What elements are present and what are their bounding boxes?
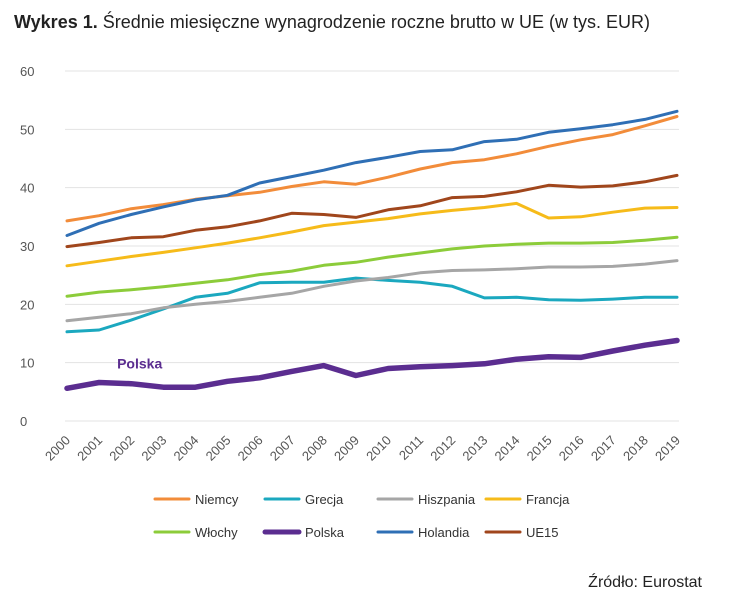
legend-label: UE15 bbox=[526, 525, 559, 540]
legend-item: Polska bbox=[262, 525, 345, 540]
y-tick-label: 40 bbox=[20, 181, 34, 196]
legend-label: Francja bbox=[526, 492, 570, 507]
series-line-włochy bbox=[65, 235, 679, 298]
chart-title: Wykres 1. Średnie miesięczne wynagrodzen… bbox=[14, 12, 650, 33]
x-tick-label: 2017 bbox=[588, 433, 619, 464]
x-tick-label: 2005 bbox=[203, 433, 234, 464]
y-tick-label: 20 bbox=[20, 297, 34, 312]
y-axis: 0 10 20 30 40 50 60 bbox=[20, 64, 34, 429]
y-tick-label: 10 bbox=[20, 356, 34, 371]
y-tick-label: 30 bbox=[20, 239, 34, 254]
x-tick-label: 2016 bbox=[556, 433, 587, 464]
series-line-ue15 bbox=[65, 173, 679, 249]
x-tick-label: 2000 bbox=[42, 433, 73, 464]
chart-title-rest: Średnie miesięczne wynagrodzenie roczne … bbox=[97, 12, 650, 32]
series-line-hiszpania bbox=[65, 259, 679, 323]
x-axis: 2000 2001 2002 2003 2004 2005 2006 2007 2008 2009… bbox=[42, 433, 683, 464]
legend-label: Holandia bbox=[418, 525, 470, 540]
legend-item: Grecja bbox=[263, 492, 344, 507]
x-tick-label: 2004 bbox=[170, 433, 201, 464]
legend-label: Włochy bbox=[195, 525, 238, 540]
x-tick-label: 2014 bbox=[492, 433, 523, 464]
legend-item: Niemcy bbox=[153, 492, 239, 507]
series-line-francja bbox=[65, 201, 679, 268]
x-tick-label: 2010 bbox=[363, 433, 394, 464]
x-tick-label: 2011 bbox=[396, 433, 426, 463]
legend: Niemcy Grecja Hiszpania Francja Włochy Polska… bbox=[153, 492, 570, 540]
chart-title-bold: Wykres 1. bbox=[14, 12, 98, 32]
x-tick-label: 2019 bbox=[652, 433, 683, 464]
x-tick-label: 2018 bbox=[620, 433, 651, 464]
x-tick-label: 2008 bbox=[299, 433, 330, 464]
x-tick-label: 2006 bbox=[235, 433, 266, 464]
legend-item: Francja bbox=[484, 492, 570, 507]
legend-item: UE15 bbox=[484, 525, 559, 540]
x-tick-label: 2012 bbox=[427, 433, 458, 464]
y-tick-label: 0 bbox=[20, 414, 27, 429]
legend-label: Niemcy bbox=[195, 492, 239, 507]
legend-item: Holandia bbox=[376, 525, 470, 540]
x-tick-label: 2013 bbox=[459, 433, 490, 464]
x-tick-label: 2001 bbox=[74, 433, 105, 464]
x-tick-label: 2015 bbox=[524, 433, 555, 464]
annotations: Polska bbox=[117, 356, 162, 372]
legend-label: Grecja bbox=[305, 492, 344, 507]
x-tick-label: 2009 bbox=[331, 433, 362, 464]
grid-lines bbox=[65, 70, 679, 422]
legend-label: Polska bbox=[305, 525, 345, 540]
legend-item: Hiszpania bbox=[376, 492, 476, 507]
series-line-holandia bbox=[65, 109, 679, 237]
x-tick-label: 2002 bbox=[106, 433, 137, 464]
y-tick-label: 60 bbox=[20, 64, 34, 79]
x-tick-label: 2007 bbox=[267, 433, 298, 464]
legend-label: Hiszpania bbox=[418, 492, 476, 507]
series-line-polska bbox=[64, 337, 680, 392]
source-note: Źródło: Eurostat bbox=[588, 574, 702, 591]
series-line-niemcy bbox=[65, 115, 679, 223]
legend-item: Włochy bbox=[153, 525, 238, 540]
annotation-label: Polska bbox=[117, 356, 162, 372]
y-tick-label: 50 bbox=[20, 122, 34, 137]
series-lines bbox=[64, 109, 680, 392]
x-tick-label: 2003 bbox=[138, 433, 169, 464]
